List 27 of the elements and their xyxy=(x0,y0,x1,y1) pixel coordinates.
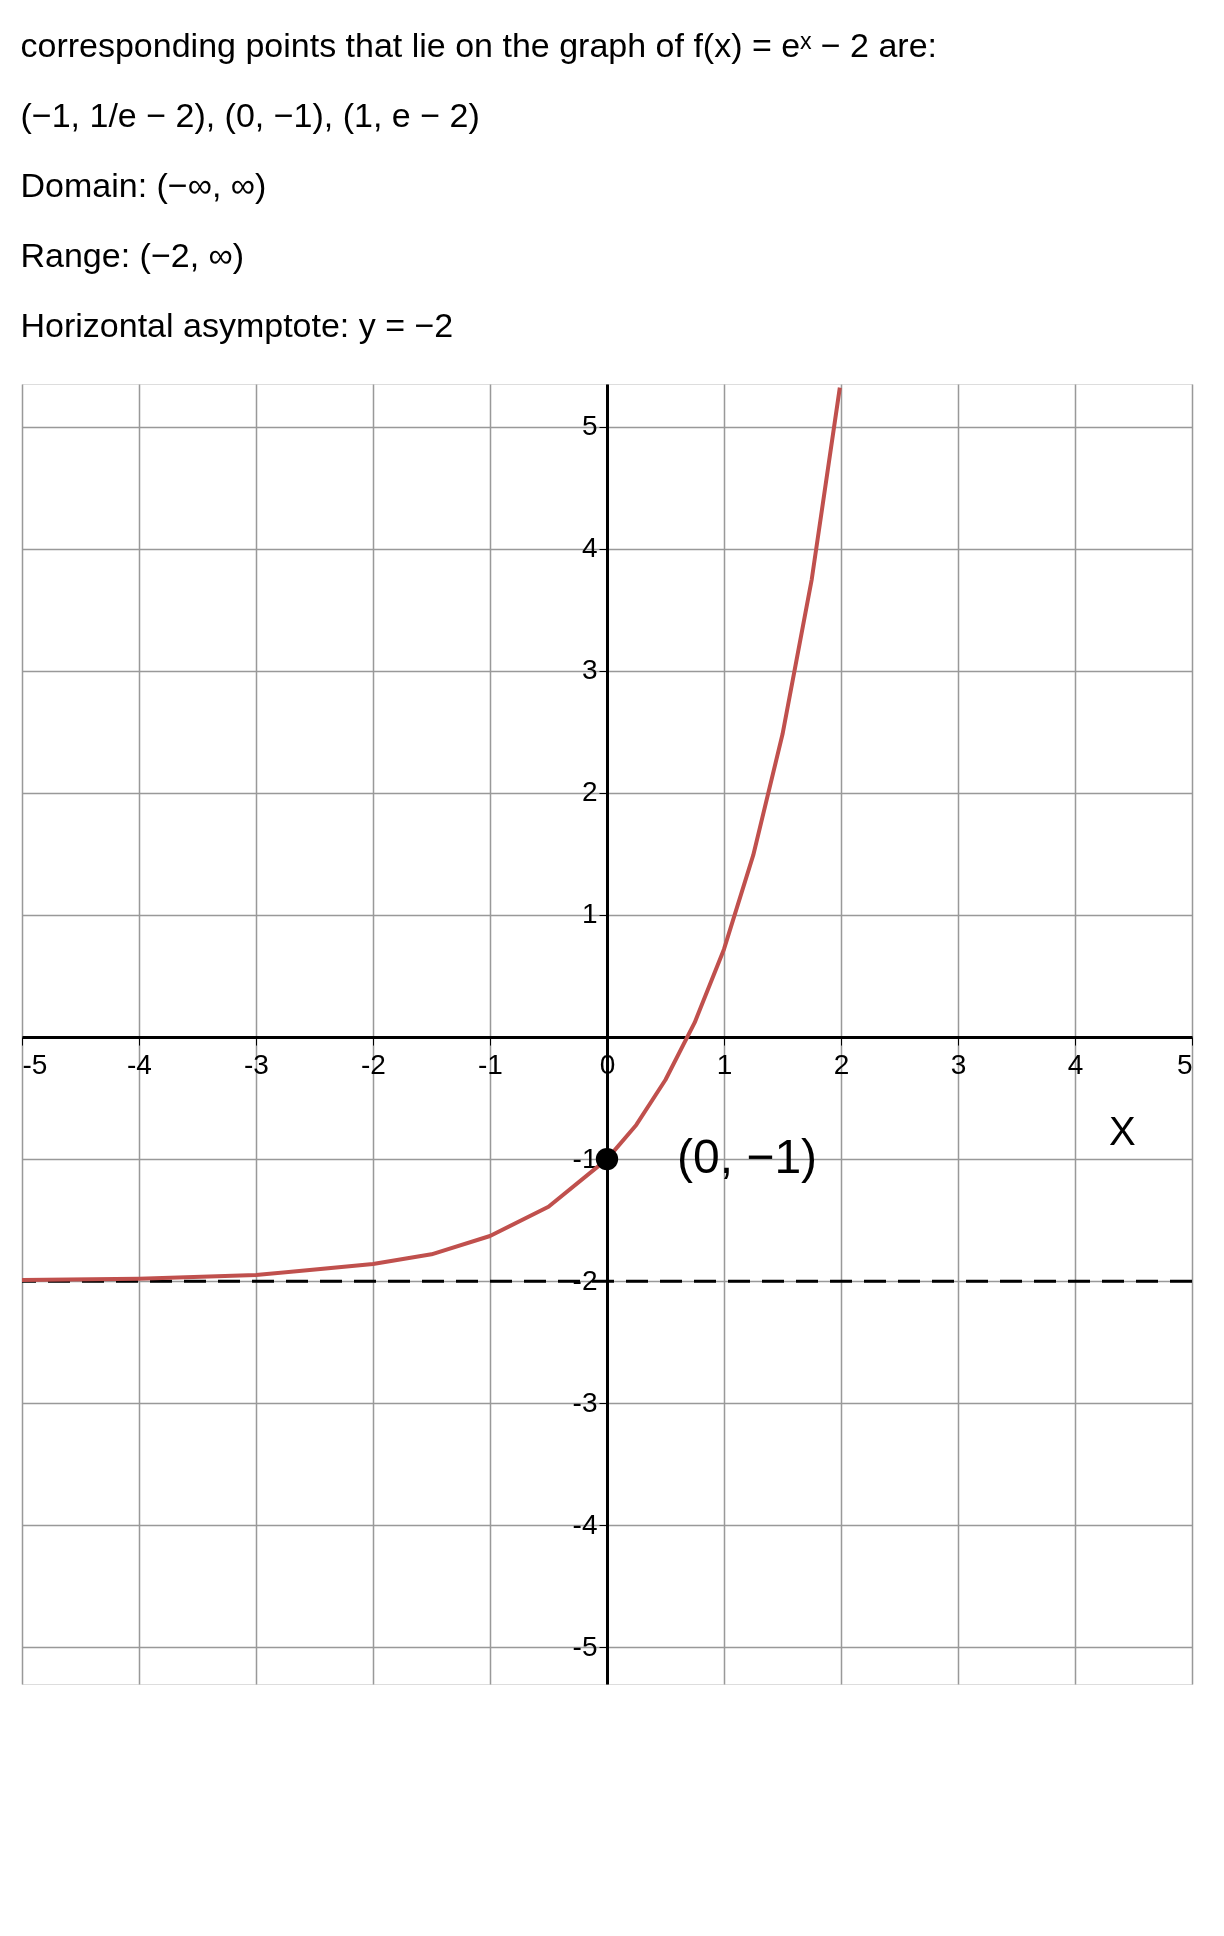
x-tick-label: 1 xyxy=(716,1048,733,1080)
y-tick-label: -5 xyxy=(572,1630,598,1662)
y-tick-label: 5 xyxy=(581,410,598,442)
y-tick-label: -4 xyxy=(572,1508,598,1540)
y-tick-label: 1 xyxy=(581,898,598,930)
x-tick-label: 4 xyxy=(1067,1048,1084,1080)
y-tick-label: -1 xyxy=(572,1142,598,1174)
x-tick-label: -4 xyxy=(127,1048,152,1080)
y-tick-label: 4 xyxy=(581,532,598,564)
x-axis-title: X xyxy=(1108,1108,1136,1153)
x-tick-label: -3 xyxy=(244,1048,269,1080)
x-tick-label: 5 xyxy=(1176,1048,1193,1080)
x-tick-label: -5 xyxy=(22,1048,48,1080)
text: (−1, 1/e − 2), (0, −1), (1, e − 2) xyxy=(20,96,480,134)
text: Range: (−2, ∞) xyxy=(20,236,245,274)
text: Domain: (−∞, ∞) xyxy=(20,166,267,204)
x-tick-label: 3 xyxy=(950,1048,967,1080)
text: Horizontal asymptote: y = −2 xyxy=(20,306,454,344)
y-tick-label: -2 xyxy=(572,1264,598,1296)
annotation: (0, −1) xyxy=(677,1130,818,1184)
x-tick-label: -1 xyxy=(478,1048,503,1080)
text: corresponding points that lie on the graph of f(x) = eˣ − 2 are: xyxy=(20,26,937,64)
x-tick-label: -2 xyxy=(361,1048,386,1080)
y-tick-label: -3 xyxy=(572,1386,598,1418)
x-tick-label: 2 xyxy=(833,1048,850,1080)
y-tick-label: 3 xyxy=(581,654,598,686)
y-tick-label: 2 xyxy=(581,776,598,808)
